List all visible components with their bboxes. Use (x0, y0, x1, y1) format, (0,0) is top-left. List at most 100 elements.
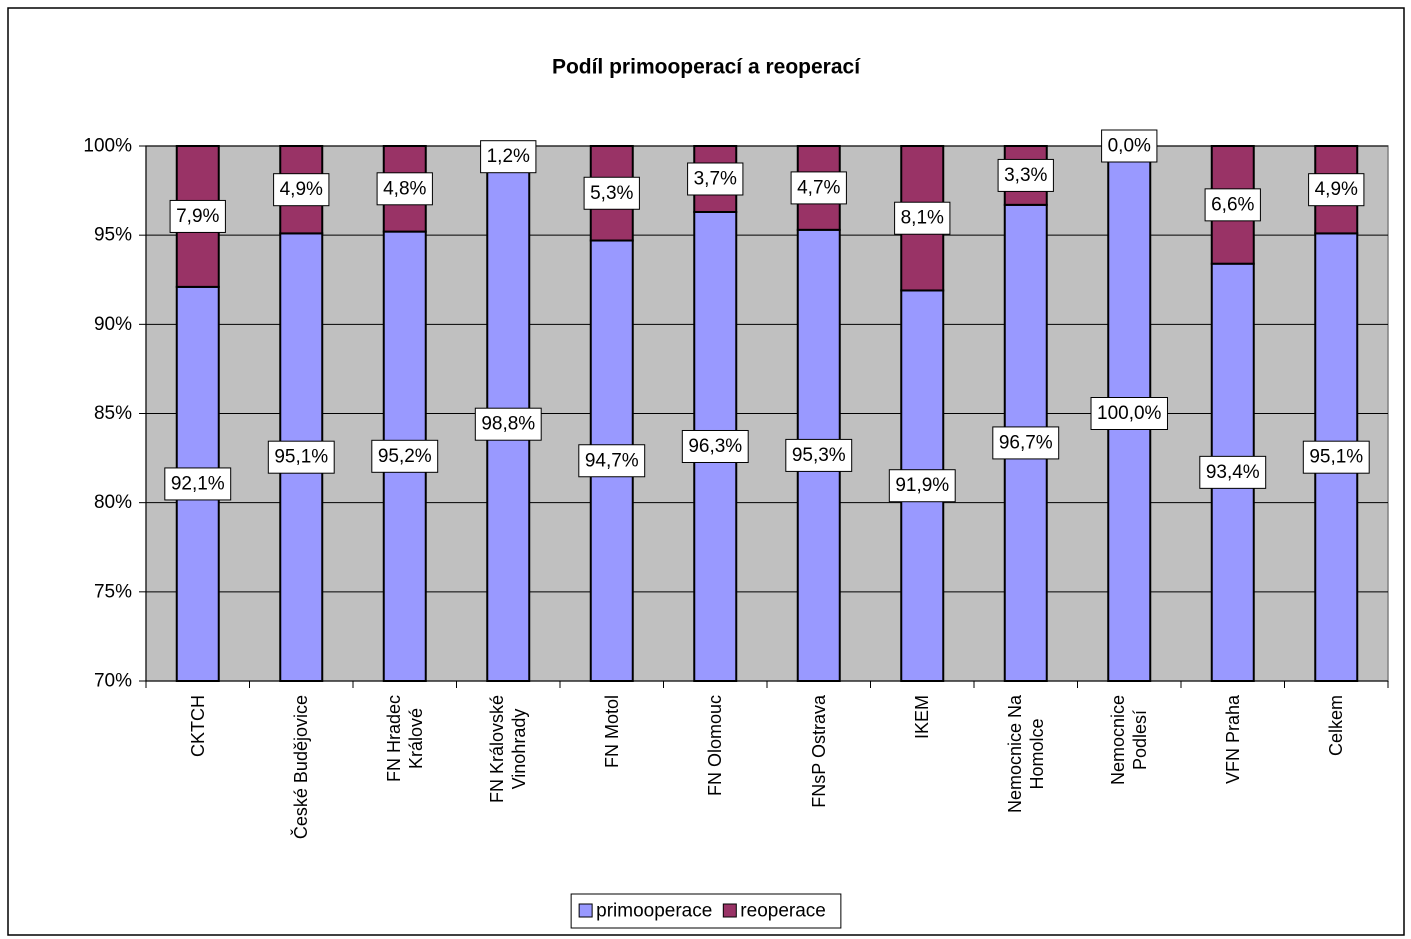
data-label: 4,9% (1308, 173, 1365, 207)
data-label-text: 7,9% (176, 206, 219, 227)
data-label-text: 1,2% (487, 146, 530, 167)
data-label-box (1101, 129, 1158, 163)
y-tick-label: 75% (94, 581, 132, 602)
data-label-text: 93,4% (1206, 462, 1260, 483)
data-label-text: 95,2% (378, 446, 432, 467)
data-label-text: 94,7% (585, 450, 639, 471)
y-tick-label: 90% (94, 314, 132, 335)
data-label-box (267, 440, 335, 474)
data-label-box (992, 426, 1060, 460)
legend-swatch (722, 903, 737, 918)
data-label-box (1302, 440, 1370, 474)
data-label-box (687, 162, 744, 196)
data-label-box (888, 469, 956, 503)
legend-label: primooperace (596, 901, 712, 922)
data-label-text: 0,0% (1108, 136, 1151, 157)
data-label: 5,3% (583, 176, 640, 210)
y-tick-label: 70% (94, 671, 132, 692)
data-label-text: 95,1% (1309, 447, 1363, 468)
x-tick-label: FNsP Ostrava (808, 695, 829, 808)
data-label-box (790, 171, 847, 205)
data-label-text: 3,3% (1004, 165, 1047, 186)
x-tick-label: FN Hradec Králové (383, 695, 426, 783)
data-label-text: 98,8% (481, 414, 535, 435)
data-label: 0,0% (1101, 129, 1158, 163)
data-label-box (578, 444, 646, 478)
data-label-text: 100,0% (1097, 403, 1162, 424)
data-label: 93,4% (1199, 455, 1267, 489)
y-tick-label: 80% (94, 492, 132, 513)
data-label-text: 95,1% (274, 447, 328, 468)
data-label-text: 4,8% (383, 178, 426, 199)
data-label: 95,1% (267, 440, 335, 474)
data-label-text: 8,1% (901, 208, 944, 229)
data-label-text: 3,7% (694, 168, 737, 189)
x-tick-label: FN Olomouc (705, 695, 726, 797)
data-label-box (1199, 455, 1267, 489)
chart-title: Podíl primooperací a reoperací (552, 56, 861, 79)
data-label: 4,9% (273, 173, 330, 207)
x-tick-label: VFN Praha (1222, 695, 1243, 785)
data-label: 95,2% (371, 439, 439, 473)
data-label: 95,1% (1302, 440, 1370, 474)
data-label: 96,3% (681, 429, 749, 463)
data-label-box (376, 172, 433, 206)
data-label: 98,8% (474, 407, 542, 441)
data-label: 95,3% (785, 438, 853, 472)
data-label-box (1204, 188, 1261, 222)
data-label: 94,7% (578, 444, 646, 478)
x-tick-label: FN Královské Vinohrady (487, 695, 530, 804)
legend: primooperace reoperace (570, 893, 842, 929)
legend-box (570, 893, 842, 929)
data-label-box (894, 201, 951, 235)
data-label: 1,2% (480, 140, 537, 174)
x-tick-label: IKEM (912, 695, 933, 740)
data-label: 100,0% (1090, 397, 1168, 430)
x-tick-label: Nemocnice Na Homolce (1004, 695, 1047, 814)
data-label-box (1308, 173, 1365, 207)
data-label: 96,7% (992, 426, 1060, 460)
data-label-box (273, 173, 330, 207)
data-label-box (997, 158, 1054, 192)
data-label-text: 4,9% (280, 179, 323, 200)
data-label-box (371, 439, 439, 473)
data-label: 7,9% (169, 199, 226, 233)
y-tick-label: 95% (94, 225, 132, 246)
data-label-box (474, 407, 542, 441)
x-tick-label: Nemocnice Podlesí (1108, 695, 1151, 786)
data-label: 3,7% (687, 162, 744, 196)
data-label-box (1090, 397, 1168, 430)
x-tick-label: České Budějovice (291, 695, 312, 840)
data-label-text: 4,7% (797, 177, 840, 198)
x-tick-label: FN Motol (601, 695, 622, 769)
x-tick-label: CKTCH (187, 695, 208, 757)
data-label-text: 96,7% (999, 432, 1053, 453)
data-label: 91,9% (888, 469, 956, 503)
data-label-box (169, 199, 226, 233)
data-label: 3,3% (997, 158, 1054, 192)
y-tick-label: 85% (94, 403, 132, 424)
y-tick-label: 100% (83, 136, 132, 157)
data-label-box (785, 438, 853, 472)
data-label-box (480, 140, 537, 174)
data-label-text: 4,9% (1315, 179, 1358, 200)
data-label-text: 91,9% (895, 475, 949, 496)
data-label-text: 96,3% (688, 436, 742, 457)
data-label-text: 92,1% (171, 473, 225, 494)
legend-swatch (578, 903, 593, 918)
data-label-box (583, 176, 640, 210)
data-label-text: 95,3% (792, 445, 846, 466)
data-label-text: 5,3% (590, 183, 633, 204)
data-label: 4,8% (376, 172, 433, 206)
data-label: 6,6% (1204, 188, 1261, 222)
data-label: 8,1% (894, 201, 951, 235)
data-label: 4,7% (790, 171, 847, 205)
data-label-box (164, 467, 232, 501)
data-label-text: 6,6% (1211, 194, 1254, 215)
data-label: 92,1% (164, 467, 232, 501)
legend-label: reoperace (740, 901, 826, 922)
data-label-box (681, 429, 749, 463)
x-tick-label: Celkem (1326, 695, 1347, 757)
